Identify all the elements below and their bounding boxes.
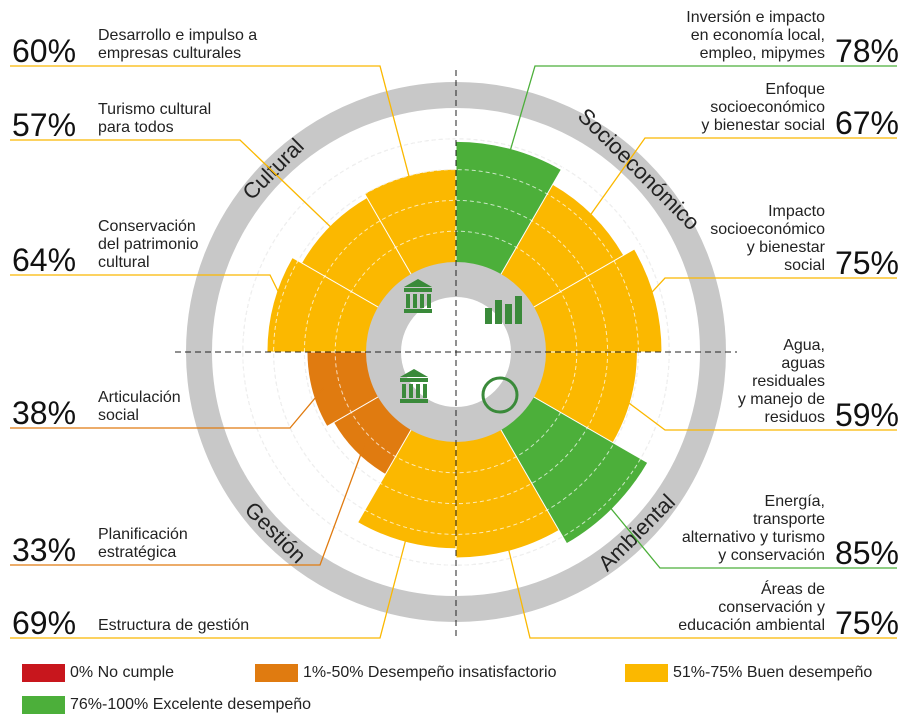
value-label: 67% bbox=[834, 105, 899, 141]
leader-line bbox=[618, 395, 897, 431]
value-label: 85% bbox=[834, 535, 899, 571]
value-label: 59% bbox=[834, 397, 899, 433]
legend-label: 76%-100% Excelente desempeño bbox=[70, 696, 312, 713]
icon-part bbox=[400, 378, 428, 382]
leader-line bbox=[506, 65, 897, 161]
legend-label: 51%-75% Buen desempeño bbox=[673, 664, 873, 681]
icon-bar bbox=[515, 296, 522, 324]
value-label: 75% bbox=[834, 245, 899, 281]
value-label: 78% bbox=[834, 33, 899, 69]
leader-line bbox=[583, 137, 897, 225]
legend-label: 0% No cumple bbox=[70, 664, 175, 681]
icon-part bbox=[406, 294, 410, 308]
leader-line bbox=[10, 442, 366, 566]
leader-line bbox=[505, 538, 897, 639]
icon-bar bbox=[505, 304, 512, 324]
icon-globe bbox=[481, 376, 519, 414]
value-label: 69% bbox=[12, 605, 77, 641]
leader-line bbox=[10, 139, 340, 236]
icon-part bbox=[416, 384, 420, 398]
category-label: Conservación del patrimonio cultural bbox=[98, 218, 199, 271]
category-label: Áreas de conservación y educación ambien… bbox=[678, 581, 825, 634]
category-label: Desarrollo e impulso a empresas cultural… bbox=[98, 27, 258, 62]
category-label: Inversión e impacto en economía local, e… bbox=[686, 9, 825, 62]
leader-line bbox=[10, 386, 325, 429]
group-label: Gestión bbox=[240, 497, 311, 568]
leader-line bbox=[10, 274, 287, 307]
category-label: Enfoque socioeconómico y bienestar socia… bbox=[701, 81, 825, 134]
icon bbox=[404, 279, 432, 313]
category-label: Impacto socioeconómico y bienestar socia… bbox=[710, 203, 825, 274]
leader-line bbox=[10, 529, 409, 639]
icon-bar bbox=[495, 300, 502, 324]
group-label: Cultural bbox=[237, 133, 308, 204]
icon-part bbox=[427, 294, 431, 308]
icon-part bbox=[402, 384, 406, 398]
leader-line bbox=[10, 65, 413, 188]
value-label: 38% bbox=[12, 395, 77, 431]
value-label: 64% bbox=[12, 242, 77, 278]
value-label: 75% bbox=[834, 605, 899, 641]
icon-part bbox=[404, 309, 432, 313]
icon-part bbox=[409, 384, 413, 398]
icon-part bbox=[413, 294, 417, 308]
value-label: 33% bbox=[12, 532, 77, 568]
icon-part bbox=[400, 369, 428, 377]
legend-swatch bbox=[255, 664, 298, 682]
leader-line bbox=[603, 499, 897, 569]
leader-line bbox=[642, 277, 897, 303]
legend-swatch bbox=[22, 696, 65, 714]
category-label: Agua, aguas residuales y manejo de resid… bbox=[737, 337, 825, 426]
legend-swatch bbox=[625, 664, 668, 682]
value-label: 60% bbox=[12, 33, 77, 69]
icon-part bbox=[400, 399, 428, 403]
icon-bar bbox=[485, 308, 492, 324]
legend-swatch bbox=[22, 664, 65, 682]
icon-part bbox=[423, 384, 427, 398]
category-label: Articulación social bbox=[98, 389, 181, 424]
category-label: Energía, transporte alternativo y turism… bbox=[681, 493, 825, 564]
category-label: Planificación estratégica bbox=[98, 526, 188, 561]
category-label: Turismo cultural para todos bbox=[98, 101, 212, 136]
category-label: Estructura de gestión bbox=[98, 617, 250, 634]
icon-part bbox=[404, 279, 432, 287]
icon-part bbox=[420, 294, 424, 308]
legend-label: 1%-50% Desempeño insatisfactorio bbox=[303, 664, 557, 681]
icon bbox=[400, 369, 428, 403]
value-label: 57% bbox=[12, 107, 77, 143]
icon-part bbox=[404, 288, 432, 292]
group-label: Socioeconómico bbox=[573, 103, 705, 235]
